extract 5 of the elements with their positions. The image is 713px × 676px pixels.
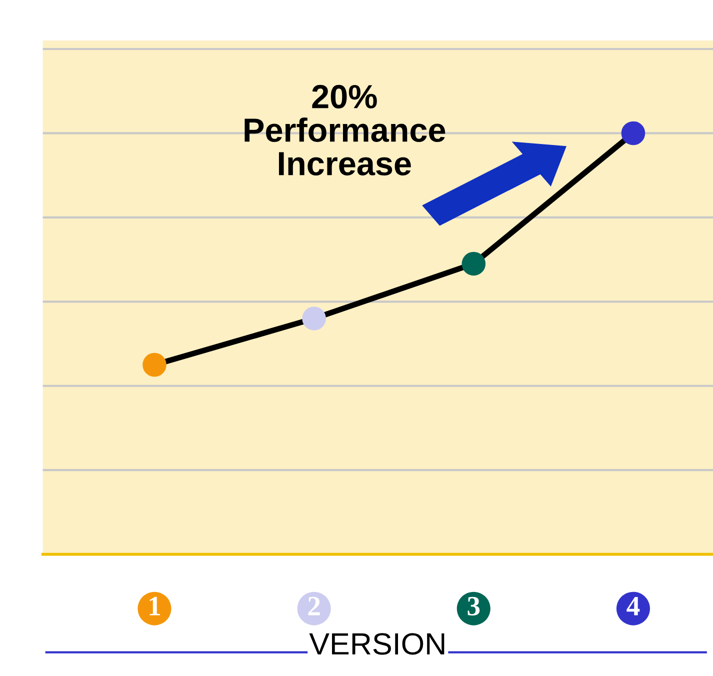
annotation: 20% Performance Increase (244, 84, 446, 176)
x-axis-title: VERSION (309, 633, 444, 655)
x-tick-label: 3 (468, 596, 480, 616)
x-tick-label: 1 (150, 596, 160, 616)
x-tick-label: 4 (626, 596, 640, 616)
